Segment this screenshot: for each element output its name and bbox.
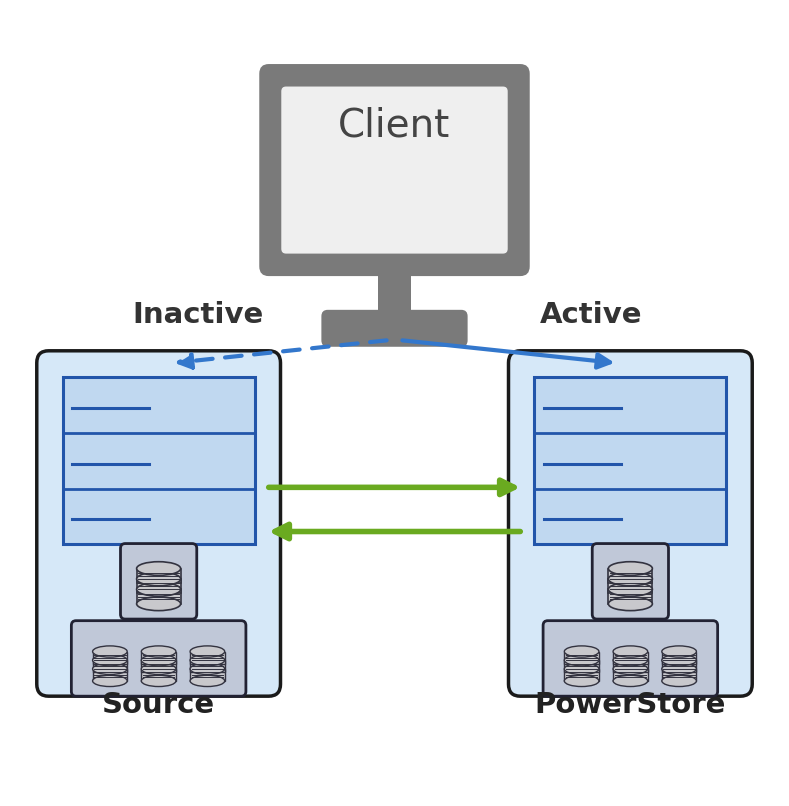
Ellipse shape xyxy=(190,654,225,666)
Text: Inactive: Inactive xyxy=(133,301,264,329)
FancyBboxPatch shape xyxy=(37,351,281,696)
Ellipse shape xyxy=(136,572,181,586)
Polygon shape xyxy=(662,660,697,672)
Polygon shape xyxy=(613,669,648,681)
Ellipse shape xyxy=(613,675,648,687)
Text: Client: Client xyxy=(338,107,451,145)
Ellipse shape xyxy=(141,646,176,657)
Ellipse shape xyxy=(662,654,697,666)
FancyBboxPatch shape xyxy=(593,543,668,619)
Ellipse shape xyxy=(662,675,697,687)
Ellipse shape xyxy=(92,646,127,657)
Ellipse shape xyxy=(92,663,127,675)
Polygon shape xyxy=(136,568,181,583)
Text: Active: Active xyxy=(540,301,642,329)
Polygon shape xyxy=(608,589,653,604)
Polygon shape xyxy=(564,660,599,672)
FancyBboxPatch shape xyxy=(534,377,727,544)
Ellipse shape xyxy=(92,654,127,666)
FancyBboxPatch shape xyxy=(321,310,468,347)
Polygon shape xyxy=(136,589,181,604)
Ellipse shape xyxy=(608,597,653,611)
Polygon shape xyxy=(662,651,697,663)
Polygon shape xyxy=(92,660,127,672)
Polygon shape xyxy=(608,579,653,593)
Ellipse shape xyxy=(136,597,181,611)
Ellipse shape xyxy=(136,562,181,575)
Ellipse shape xyxy=(136,583,181,596)
FancyBboxPatch shape xyxy=(260,64,529,276)
Polygon shape xyxy=(190,651,225,663)
Ellipse shape xyxy=(662,663,697,675)
Ellipse shape xyxy=(92,675,127,687)
Ellipse shape xyxy=(141,654,176,666)
FancyBboxPatch shape xyxy=(71,621,246,696)
Polygon shape xyxy=(92,651,127,663)
Polygon shape xyxy=(190,669,225,681)
Ellipse shape xyxy=(608,562,653,575)
Polygon shape xyxy=(141,660,176,672)
Text: PowerStore: PowerStore xyxy=(535,691,726,719)
Ellipse shape xyxy=(190,675,225,687)
Polygon shape xyxy=(564,669,599,681)
Ellipse shape xyxy=(613,646,648,657)
Polygon shape xyxy=(662,669,697,681)
FancyBboxPatch shape xyxy=(121,543,196,619)
Polygon shape xyxy=(378,263,411,326)
Ellipse shape xyxy=(613,663,648,675)
Ellipse shape xyxy=(662,646,697,657)
Ellipse shape xyxy=(564,663,599,675)
Polygon shape xyxy=(92,669,127,681)
Polygon shape xyxy=(564,651,599,663)
FancyBboxPatch shape xyxy=(508,351,752,696)
Polygon shape xyxy=(613,651,648,663)
FancyBboxPatch shape xyxy=(62,377,255,544)
Ellipse shape xyxy=(190,646,225,657)
Ellipse shape xyxy=(141,675,176,687)
Ellipse shape xyxy=(564,675,599,687)
Ellipse shape xyxy=(141,663,176,675)
Ellipse shape xyxy=(190,663,225,675)
FancyBboxPatch shape xyxy=(282,86,507,254)
Polygon shape xyxy=(613,660,648,672)
Polygon shape xyxy=(608,568,653,583)
Polygon shape xyxy=(141,651,176,663)
Polygon shape xyxy=(136,579,181,593)
Ellipse shape xyxy=(608,583,653,596)
FancyBboxPatch shape xyxy=(543,621,718,696)
Ellipse shape xyxy=(564,654,599,666)
Ellipse shape xyxy=(608,572,653,586)
Polygon shape xyxy=(141,669,176,681)
Ellipse shape xyxy=(564,646,599,657)
Text: Source: Source xyxy=(102,691,215,719)
Polygon shape xyxy=(190,660,225,672)
Ellipse shape xyxy=(613,654,648,666)
